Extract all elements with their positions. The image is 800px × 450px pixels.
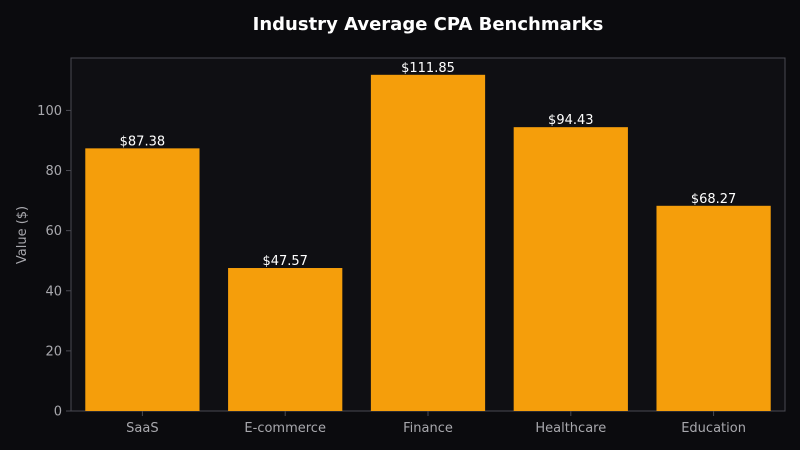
y-tick-label: 40 <box>45 284 62 299</box>
bar <box>370 74 486 411</box>
bar <box>656 205 771 411</box>
y-tick-label: 100 <box>37 104 62 119</box>
bars: $87.38 $47.57 $111.85 $94.43 $68.27 <box>85 61 771 411</box>
x-tick-label: SaaS <box>126 421 158 436</box>
chart-title: Industry Average CPA Benchmarks <box>253 14 604 35</box>
data-label: $47.57 <box>262 254 308 269</box>
y-tick-label: 80 <box>45 164 62 179</box>
data-label: $87.38 <box>120 134 166 149</box>
x-tick-label: Education <box>681 421 746 436</box>
bar <box>513 127 628 411</box>
bar <box>85 148 200 411</box>
x-tick-label: Healthcare <box>535 421 606 436</box>
x-tick-label: Finance <box>403 421 453 436</box>
x-axis: SaaS E-commerce Finance Healthcare Education <box>126 411 746 436</box>
y-tick-label: 20 <box>45 344 62 359</box>
data-label: $68.27 <box>691 192 737 207</box>
bar <box>228 268 343 411</box>
data-label: $94.43 <box>548 113 594 128</box>
x-tick-label: E-commerce <box>244 421 326 436</box>
y-tick-label: 0 <box>54 405 62 420</box>
data-label: $111.85 <box>401 61 455 76</box>
y-axis-label: Value ($) <box>15 206 30 264</box>
y-axis: 0 20 40 60 80 100 <box>37 104 71 420</box>
y-tick-label: 60 <box>45 224 62 239</box>
